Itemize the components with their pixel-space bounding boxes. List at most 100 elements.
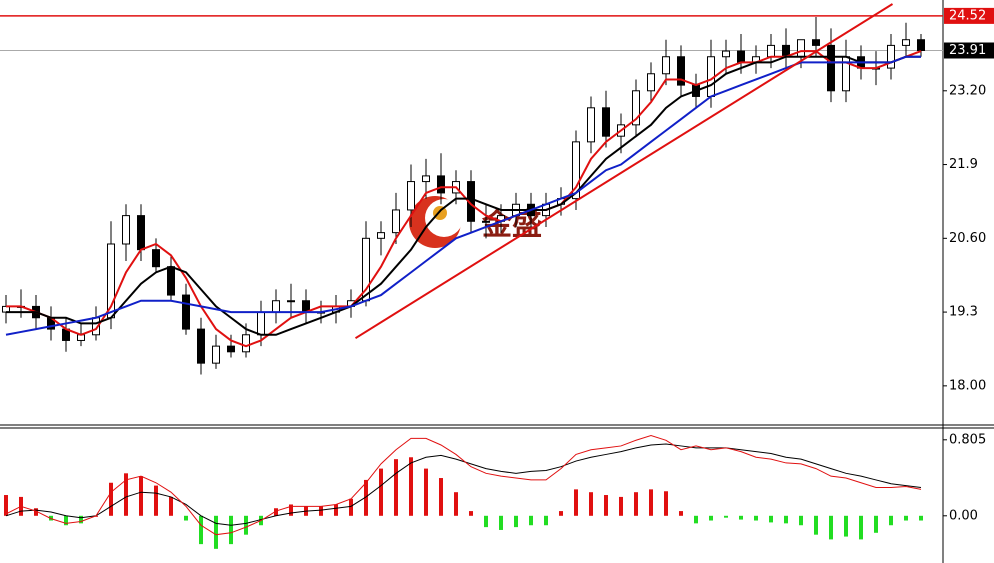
macd-bar [289, 504, 293, 516]
candle-body [422, 175, 430, 183]
candle-body [722, 50, 730, 58]
candle-body [572, 141, 580, 200]
price-label-box [944, 42, 994, 59]
macd-bar [784, 515, 788, 524]
macd-bar [139, 476, 143, 516]
macd-bar [229, 515, 233, 545]
macd-bar [79, 515, 83, 524]
macd-bar [154, 485, 158, 516]
macd-bar [334, 504, 338, 516]
candle-body [647, 73, 655, 92]
macd-bar [889, 515, 893, 526]
macd-bar [799, 515, 803, 526]
candle-body [287, 300, 295, 303]
moving-average [6, 50, 922, 348]
macd-bar [649, 489, 653, 516]
macd-bar [439, 478, 443, 516]
macd-bar [904, 515, 908, 521]
macd-bar [664, 491, 668, 516]
y-tick-label: 21.9 [949, 157, 978, 172]
macd-bar [754, 515, 758, 521]
y-tick-label: 18.00 [949, 378, 986, 393]
candle-body [392, 209, 400, 234]
y-tick-label: 20.60 [949, 231, 986, 246]
macd-bar [454, 492, 458, 516]
macd-bar [814, 515, 818, 535]
candle-body [257, 311, 265, 336]
candle-body [377, 232, 385, 239]
macd-bar [529, 515, 533, 526]
price-label: 23.91 [949, 43, 986, 58]
candle-body [137, 215, 145, 251]
candle-body [767, 44, 775, 58]
macd-bar [709, 515, 713, 521]
candle-body [227, 345, 235, 353]
macd-bar [844, 515, 848, 537]
y-tick-label: 0.805 [949, 432, 986, 447]
moving-average [5, 55, 921, 336]
macd-bar [274, 508, 278, 516]
candle-body [827, 44, 835, 92]
candle-body [737, 50, 745, 63]
y-tick-label: 0.00 [949, 508, 978, 523]
candle-body [122, 215, 130, 245]
candle-body [152, 249, 160, 268]
macd-bar [409, 457, 413, 516]
candle-body [677, 56, 685, 86]
trendline [354, 3, 894, 340]
price-label-box [944, 7, 994, 24]
candle-body [587, 107, 595, 143]
macd-bar [634, 492, 638, 516]
macd-bar [514, 515, 518, 528]
candle-body [437, 175, 445, 194]
macd-bar [829, 515, 833, 540]
candle-body [482, 220, 490, 223]
macd-line [5, 443, 922, 526]
macd-bar [619, 496, 623, 516]
macd-bar [694, 515, 698, 524]
candle-body [632, 90, 640, 126]
macd-bar [169, 496, 173, 516]
macd-bar [214, 515, 218, 549]
macd-bar [919, 515, 923, 521]
macd-bar [244, 515, 248, 535]
y-tick-label: 19.3 [949, 305, 978, 320]
y-tick-label: 23.20 [949, 83, 986, 98]
macd-bar [874, 515, 878, 533]
macd-bar [679, 511, 683, 516]
macd-bar [394, 459, 398, 516]
candle-body [887, 44, 895, 69]
macd-bar [724, 515, 728, 518]
macd-bar [559, 511, 563, 516]
macd-bar [604, 495, 608, 516]
macd-bar [739, 515, 743, 520]
candle-body [242, 334, 250, 353]
macd-bar [589, 492, 593, 516]
macd-bar [34, 508, 38, 516]
macd-bar [574, 489, 578, 516]
candle-body [662, 56, 670, 75]
candle-body [407, 181, 415, 211]
macd-bar [124, 473, 128, 516]
candle-body [167, 266, 175, 296]
macd-bar [469, 511, 473, 516]
macd-bar [484, 515, 488, 528]
macd-bar [424, 468, 428, 516]
macd-bar [859, 515, 863, 540]
macd-bar [319, 506, 323, 516]
candle-body [197, 328, 205, 364]
macd-bar [769, 515, 773, 523]
macd-bar [364, 479, 368, 516]
macd-line [5, 435, 922, 536]
candle-body [812, 39, 820, 46]
moving-average [6, 55, 921, 336]
candle-body [917, 39, 925, 52]
macd-bar [64, 515, 68, 526]
candle-body [182, 294, 190, 330]
macd-bar [499, 515, 503, 530]
candle-body [272, 300, 280, 313]
macd-bar [349, 498, 353, 516]
price-label: 24.52 [949, 8, 986, 23]
